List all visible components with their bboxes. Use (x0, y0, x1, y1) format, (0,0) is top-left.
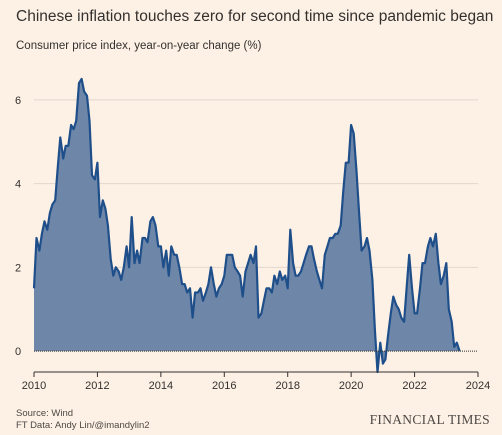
x-tick-label-2022: 2022 (402, 380, 426, 392)
chart-subtitle: Consumer price index, year-on-year chang… (16, 40, 262, 52)
brand-logo: FINANCIAL TIMES (369, 412, 490, 427)
x-tick-label-2014: 2014 (149, 380, 173, 392)
credit-text: FT Data: Andy Lin/@imandylin2 (16, 420, 150, 431)
x-tick-label-2016: 2016 (212, 380, 236, 392)
y-tick-label-6: 6 (15, 95, 21, 107)
x-tick-label-2012: 2012 (85, 380, 109, 392)
x-tick-label-2010: 2010 (22, 380, 46, 392)
x-tick-label-2018: 2018 (275, 380, 299, 392)
series-area (34, 78, 460, 373)
source-note: Source: Wind FT Data: Andy Lin/@imandyli… (16, 408, 150, 432)
x-tick-label-2024: 2024 (466, 380, 490, 392)
y-tick-label-2: 2 (15, 262, 21, 274)
y-tick-label-0: 0 (15, 346, 21, 358)
source-text: Source: Wind (16, 408, 74, 419)
x-axis: 2010 2012 2014 2016 2018 2020 2022 2024 (22, 371, 490, 392)
chart-title: Chinese inflation touches zero for secon… (16, 8, 494, 25)
series-line (32, 77, 461, 374)
x-tick-label-2020: 2020 (339, 380, 363, 392)
y-tick-label-4: 4 (15, 179, 21, 191)
y-tick-labels: 0 2 4 6 (15, 95, 21, 358)
